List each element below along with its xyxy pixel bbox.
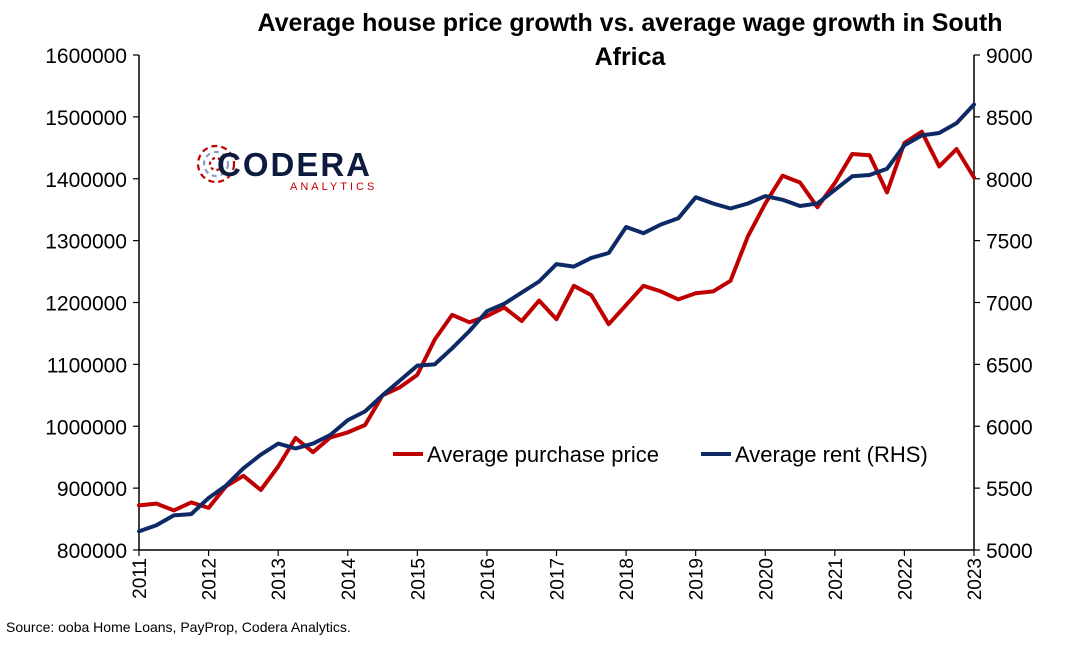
- x-tick-label: 2017: [548, 558, 569, 600]
- left-tick-label: 900000: [57, 478, 127, 501]
- x-tick-label: 2012: [200, 558, 221, 600]
- legend: Average purchase price Average rent (RHS…: [393, 442, 928, 467]
- left-tick-label: 1300000: [45, 231, 127, 254]
- logo-sub-text: ANALYTICS: [290, 181, 377, 193]
- x-tick-label: 2020: [756, 558, 777, 600]
- left-tick-label: 1200000: [45, 293, 127, 316]
- legend-label-rent: Average rent (RHS): [735, 442, 928, 467]
- axes: 800000 900000 1000000 1100000 1200000 1300000…: [45, 45, 1032, 600]
- chart-title-line1: Average house price growth vs. average w…: [257, 9, 1002, 37]
- right-tick-label: 8000: [986, 169, 1033, 192]
- x-tick-label: 2011: [130, 558, 151, 599]
- series-line-rent: [137, 102, 976, 534]
- right-tick-label: 8500: [986, 107, 1033, 130]
- x-tick-label: 2014: [339, 558, 360, 601]
- right-tick-label: 9000: [986, 45, 1033, 68]
- right-tick-label: 6000: [986, 416, 1033, 439]
- chart-title-line2: Africa: [595, 43, 667, 71]
- x-tick-label: 2013: [269, 558, 290, 600]
- right-tick-label: 6500: [986, 354, 1033, 377]
- right-tick-label: 5500: [986, 478, 1033, 501]
- legend-label-purchase-price: Average purchase price: [427, 442, 659, 467]
- right-tick-label: 7000: [986, 293, 1033, 316]
- left-tick-label: 1000000: [45, 416, 127, 439]
- x-tick-label: 2021: [826, 558, 847, 600]
- right-tick-label: 7500: [986, 231, 1033, 254]
- right-tick-label: 5000: [986, 540, 1033, 563]
- left-tick-label: 1500000: [45, 107, 127, 130]
- logo-main-text: CODERA: [217, 146, 372, 183]
- x-tick-label: 2022: [895, 558, 916, 600]
- x-tick-label: 2023: [965, 558, 986, 600]
- left-tick-label: 800000: [57, 540, 127, 563]
- series-line-purchase-price: [137, 129, 976, 513]
- left-tick-label: 1600000: [45, 45, 127, 68]
- x-tick-label: 2018: [617, 558, 638, 600]
- series-layer: [137, 102, 976, 534]
- source-note: Source: ooba Home Loans, PayProp, Codera…: [6, 619, 351, 635]
- x-tick-label: 2016: [478, 558, 499, 600]
- left-tick-label: 1400000: [45, 169, 127, 192]
- logo-swirl-icon: [196, 144, 236, 184]
- x-tick-label: 2015: [408, 558, 429, 600]
- left-tick-label: 1100000: [47, 354, 127, 377]
- codera-logo: CODERA ANALYTICS: [196, 144, 377, 193]
- x-tick-label: 2019: [687, 558, 708, 600]
